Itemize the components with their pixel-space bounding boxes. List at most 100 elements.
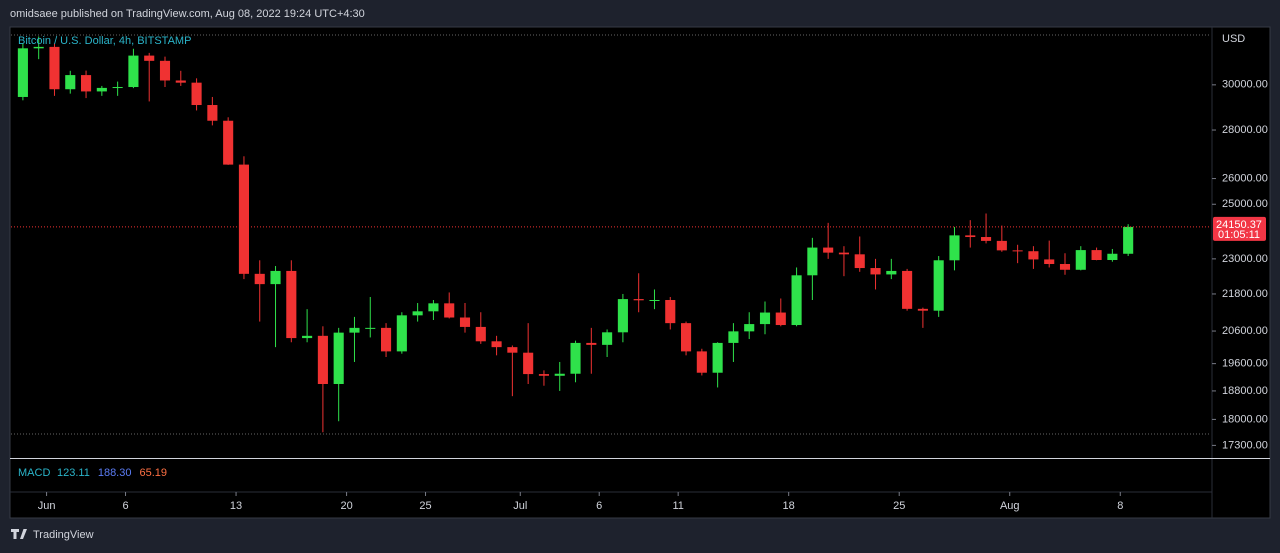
x-tick-label: 8 [1117, 500, 1123, 512]
candle-body [981, 237, 992, 241]
candle-body [838, 252, 849, 255]
chart-frame [9, 26, 1271, 519]
candle-body [144, 55, 155, 61]
candle-body [412, 311, 423, 316]
x-tick-label: 13 [230, 500, 242, 512]
candle-body [823, 247, 834, 253]
candle-body [333, 332, 344, 384]
candle-body [1075, 250, 1086, 270]
y-tick-label: 17300.00 [1222, 439, 1268, 451]
candle-body [602, 332, 613, 345]
candle-body [238, 164, 249, 274]
y-tick-label: 19600.00 [1222, 358, 1268, 370]
candle-body [933, 260, 944, 311]
candle-body [775, 312, 786, 326]
x-tick-label: 20 [340, 500, 352, 512]
candle-body [902, 270, 913, 309]
candle-body [65, 75, 76, 90]
brand: TradingView [33, 529, 94, 541]
candle-body [1107, 253, 1118, 261]
candle-body [349, 327, 360, 333]
y-tick-label: 25000.00 [1222, 198, 1268, 210]
y-tick-label: 26000.00 [1222, 172, 1268, 184]
x-tick-label: Jul [513, 500, 527, 512]
candle-body [459, 317, 471, 327]
x-tick-label: 25 [419, 500, 431, 512]
last-price-label: 24150.37 [1216, 219, 1262, 231]
candle-body [759, 312, 771, 325]
candle-body [996, 240, 1007, 251]
candle-body [96, 87, 107, 92]
chart-title: Bitcoin / U.S. Dollar, 4h, BITSTAMP [18, 35, 191, 47]
candle-body [317, 335, 328, 384]
x-tick-label: 25 [893, 500, 905, 512]
x-tick-label: 6 [596, 500, 602, 512]
indicator-readout: 65.19 [139, 467, 167, 479]
footer-logo: TradingView [11, 529, 94, 541]
candle-body [870, 268, 881, 275]
candle-body [491, 341, 502, 348]
last-price-tag [1213, 216, 1266, 241]
candle-body [112, 87, 123, 89]
y-tick-label: 20600.00 [1222, 325, 1268, 337]
candle-body [617, 299, 628, 333]
candle-body [965, 235, 976, 238]
candle-body [270, 270, 281, 285]
y-tick-label: 23000.00 [1222, 253, 1268, 265]
candle-body [159, 60, 171, 81]
indicator-readout: 188.30 [98, 467, 132, 479]
candle-body [649, 299, 660, 301]
candle-body [1028, 251, 1039, 260]
candle-body [207, 105, 218, 121]
candle-body [728, 331, 739, 343]
candle-body [681, 323, 692, 352]
candle-body [81, 75, 92, 92]
y-tick-label: 18000.00 [1222, 413, 1268, 425]
candle-body [381, 327, 392, 352]
candle-body [1012, 250, 1023, 252]
plot [11, 36, 1211, 433]
candle-body [428, 303, 439, 312]
indicator-readout: 123.11 [57, 467, 90, 479]
candle-body [33, 46, 44, 49]
x-tick-label: 6 [122, 500, 128, 512]
axes: 30000.00 28000.00 26000.00 25000.00 23000.00… [38, 79, 1268, 512]
candle-body [475, 326, 486, 342]
candle-body [365, 327, 376, 329]
candle-body [712, 342, 723, 373]
x-tick-label: Jun [38, 500, 56, 512]
candle-body [633, 299, 644, 301]
candle-body [1091, 250, 1102, 261]
byline: omidsaee published on TradingView.com, A… [10, 8, 365, 20]
y-tick-label: 18800.00 [1222, 385, 1268, 397]
candle-body [1123, 226, 1134, 254]
candle-body [223, 120, 234, 165]
candle-body [49, 46, 60, 90]
candle-body [586, 342, 597, 345]
candle-body [1044, 259, 1055, 265]
candle-body [665, 299, 676, 324]
candle-body [949, 235, 960, 261]
candle-body [807, 247, 818, 276]
candle-body [254, 273, 265, 285]
indicator-name: MACD [18, 467, 50, 479]
candle-body [191, 82, 202, 106]
candle-body [523, 352, 534, 375]
candle-body [570, 342, 581, 374]
candle-body [175, 80, 186, 83]
candle-body [302, 335, 313, 339]
candle-body [854, 254, 865, 269]
candle-body [744, 324, 755, 332]
candle-body [1059, 264, 1071, 270]
candle-body [286, 270, 297, 339]
candle-body [538, 374, 549, 376]
candle-body [554, 373, 565, 376]
x-tick-label: Aug [1000, 500, 1020, 512]
y-tick-label: 30000.00 [1222, 79, 1268, 91]
indicator-readouts: 123.11 188.30 65.19 [57, 467, 167, 479]
x-tick-label: 18 [783, 500, 795, 512]
candle-body [396, 315, 407, 352]
candle-body [791, 275, 802, 326]
candle-body [444, 303, 455, 318]
